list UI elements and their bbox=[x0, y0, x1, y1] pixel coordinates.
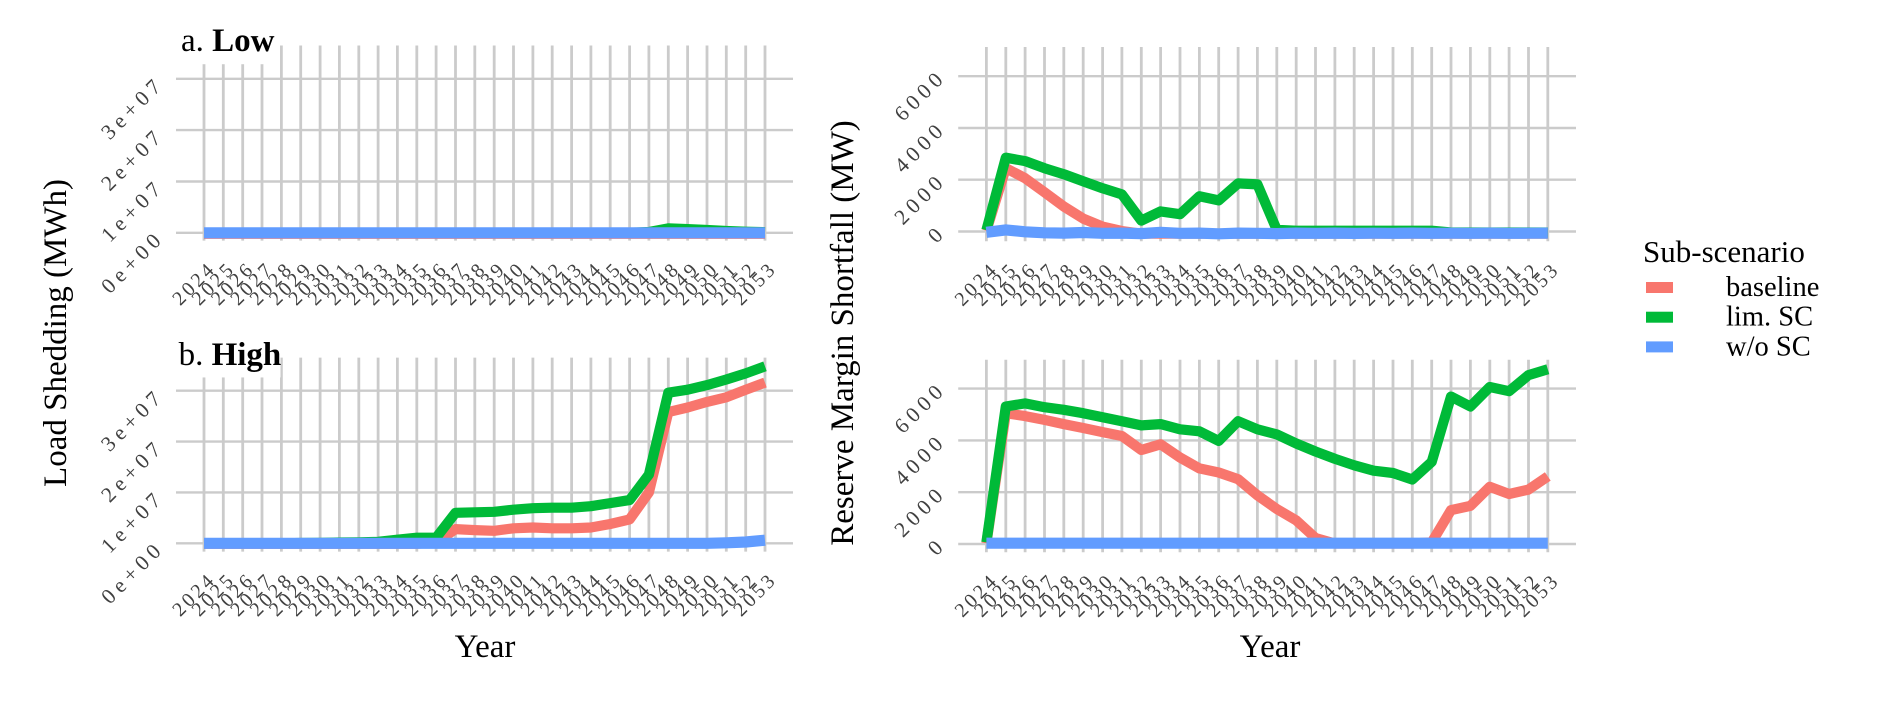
svg-text:Year: Year bbox=[455, 629, 516, 665]
svg-text:baseline: baseline bbox=[1726, 272, 1819, 303]
svg-text:Load Shedding (MWh): Load Shedding (MWh) bbox=[38, 179, 74, 487]
svg-text:Reserve Margin Shortfall (MW): Reserve Margin Shortfall (MW) bbox=[825, 120, 861, 546]
svg-text:a. Low: a. Low bbox=[181, 23, 275, 59]
svg-text:Sub-scenario: Sub-scenario bbox=[1643, 234, 1805, 269]
svg-text:Year: Year bbox=[1240, 629, 1301, 665]
svg-text:w/o SC: w/o SC bbox=[1726, 331, 1811, 362]
svg-text:lim. SC: lim. SC bbox=[1726, 302, 1813, 333]
svg-text:b. High: b. High bbox=[179, 337, 282, 373]
